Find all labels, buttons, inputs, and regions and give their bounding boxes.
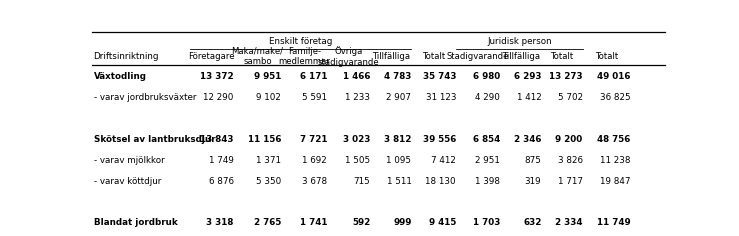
Text: 18 130: 18 130 <box>426 177 456 186</box>
Text: Totalt: Totalt <box>595 52 619 61</box>
Text: 3 826: 3 826 <box>558 156 582 165</box>
Text: 2 765: 2 765 <box>254 219 282 228</box>
Text: 39 556: 39 556 <box>423 135 456 144</box>
Text: 48 756: 48 756 <box>597 135 631 144</box>
Text: 999: 999 <box>393 219 412 228</box>
Text: 2 951: 2 951 <box>475 156 500 165</box>
Text: 4 290: 4 290 <box>475 93 500 102</box>
Text: 36 825: 36 825 <box>600 93 631 102</box>
Text: 6 293: 6 293 <box>514 72 542 81</box>
Text: 1 703: 1 703 <box>473 219 500 228</box>
Text: 9 102: 9 102 <box>256 93 282 102</box>
Text: 2 907: 2 907 <box>386 93 412 102</box>
Text: Enskilt företag: Enskilt företag <box>269 37 333 46</box>
Text: Skötsel av lantbruksdjur: Skötsel av lantbruksdjur <box>94 135 215 144</box>
Text: 2 334: 2 334 <box>555 219 582 228</box>
Text: - varav köttdjur: - varav köttdjur <box>94 177 161 186</box>
Text: 1 398: 1 398 <box>475 177 500 186</box>
Text: 319: 319 <box>525 177 542 186</box>
Text: 49 016: 49 016 <box>597 72 631 81</box>
Text: 13 843: 13 843 <box>200 135 234 144</box>
Text: 3 678: 3 678 <box>302 177 327 186</box>
Text: 11 238: 11 238 <box>600 156 631 165</box>
Text: Maka/make/
sambo: Maka/make/ sambo <box>231 47 284 66</box>
Text: 1 511: 1 511 <box>386 177 412 186</box>
Text: 2 346: 2 346 <box>514 135 542 144</box>
Text: 19 847: 19 847 <box>600 177 631 186</box>
Text: 6 854: 6 854 <box>473 135 500 144</box>
Text: 11 749: 11 749 <box>597 219 631 228</box>
Text: 715: 715 <box>353 177 370 186</box>
Text: Tillfälliga: Tillfälliga <box>502 52 539 61</box>
Text: 1 741: 1 741 <box>300 219 327 228</box>
Text: 1 505: 1 505 <box>345 156 370 165</box>
Text: 7 721: 7 721 <box>300 135 327 144</box>
Text: Stadigvarande: Stadigvarande <box>447 52 509 61</box>
Text: 875: 875 <box>525 156 542 165</box>
Text: 1 095: 1 095 <box>386 156 412 165</box>
Text: - varav mjölkkor: - varav mjölkkor <box>94 156 164 165</box>
Text: 31 123: 31 123 <box>426 93 456 102</box>
Text: 3 812: 3 812 <box>384 135 412 144</box>
Text: Företagare: Företagare <box>188 52 235 61</box>
Text: 6 171: 6 171 <box>300 72 327 81</box>
Text: 11 156: 11 156 <box>248 135 282 144</box>
Text: 6 876: 6 876 <box>209 177 234 186</box>
Text: 6 980: 6 980 <box>473 72 500 81</box>
Text: Växtodling: Växtodling <box>94 72 146 81</box>
Text: Totalt: Totalt <box>422 52 446 61</box>
Text: Blandat jordbruk: Blandat jordbruk <box>94 219 177 228</box>
Text: 9 200: 9 200 <box>556 135 582 144</box>
Text: 5 350: 5 350 <box>256 177 282 186</box>
Text: 592: 592 <box>352 219 370 228</box>
Text: 3 318: 3 318 <box>206 219 234 228</box>
Text: Tillfälliga: Tillfälliga <box>372 52 410 61</box>
Text: 1 749: 1 749 <box>209 156 234 165</box>
Text: 1 466: 1 466 <box>343 72 370 81</box>
Text: 5 591: 5 591 <box>302 93 327 102</box>
Text: 1 371: 1 371 <box>256 156 282 165</box>
Text: Familje-
medlemmar: Familje- medlemmar <box>279 47 330 66</box>
Text: 1 233: 1 233 <box>345 93 370 102</box>
Text: 9 951: 9 951 <box>254 72 282 81</box>
Text: - varav jordbruksväxter: - varav jordbruksväxter <box>94 93 196 102</box>
Text: 13 372: 13 372 <box>200 72 234 81</box>
Text: 35 743: 35 743 <box>423 72 456 81</box>
Text: Totalt: Totalt <box>551 52 573 61</box>
Text: 632: 632 <box>523 219 542 228</box>
Text: Juridisk person: Juridisk person <box>487 37 551 46</box>
Text: 4 783: 4 783 <box>384 72 412 81</box>
Text: Driftsinriktning: Driftsinriktning <box>94 52 159 61</box>
Text: 1 412: 1 412 <box>517 93 542 102</box>
Text: 3 023: 3 023 <box>343 135 370 144</box>
Text: 1 692: 1 692 <box>302 156 327 165</box>
Text: 1 717: 1 717 <box>558 177 582 186</box>
Text: Övriga
stadigvarande: Övriga stadigvarande <box>318 46 380 67</box>
Text: 13 273: 13 273 <box>549 72 582 81</box>
Text: 12 290: 12 290 <box>203 93 234 102</box>
Text: 5 702: 5 702 <box>557 93 582 102</box>
Text: 7 412: 7 412 <box>431 156 456 165</box>
Text: 9 415: 9 415 <box>429 219 456 228</box>
